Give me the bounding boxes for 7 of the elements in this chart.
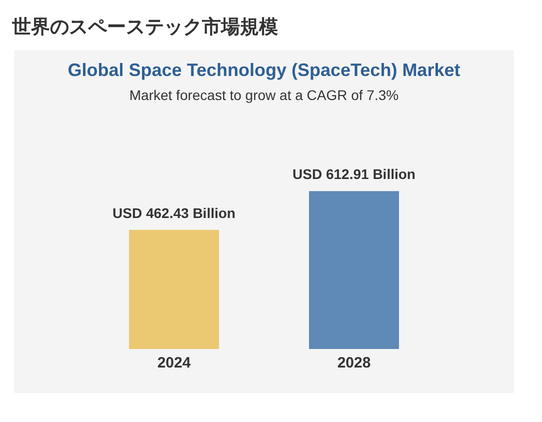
x-tick-label: 2028 [337,354,371,372]
chart-subtitle: Global Space Technology (SpaceTech) Market [66,60,462,81]
data-label: USD 612.91 Billion [292,166,416,182]
chart-title: 世界のスペーステック市場規模 [11,16,279,40]
data-label: USD 462.43 Billion [112,204,236,221]
x-tick-label: 2024 [157,354,192,372]
text: Market forecast to grow at a CAGR of 7.3% [128,87,400,103]
